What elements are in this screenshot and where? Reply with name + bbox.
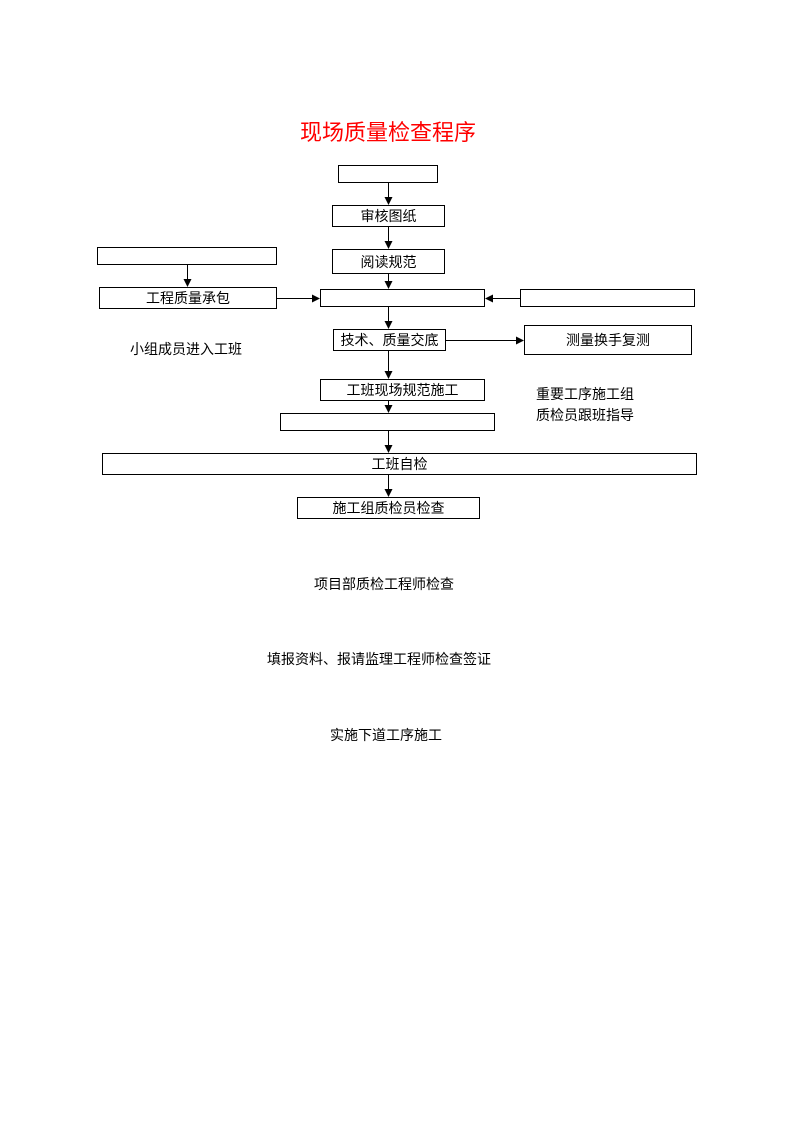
node-tech-quality-brief: 技术、质量交底 xyxy=(333,329,446,351)
arrow xyxy=(388,274,389,281)
arrow-head xyxy=(385,197,393,205)
arrow-head xyxy=(184,279,192,287)
node-empty-left-top xyxy=(97,247,277,265)
step-project-inspector: 项目部质检工程师检查 xyxy=(314,575,454,596)
node-empty-wide xyxy=(280,413,495,431)
arrow-head xyxy=(385,321,393,329)
page: 现场质量检查程序 审核图纸 阅读规范 工程质量承包 技术、质量交底 测量换手复测… xyxy=(0,0,800,1132)
node-empty-right xyxy=(520,289,695,307)
arrow-head xyxy=(385,405,393,413)
arrow-head xyxy=(385,281,393,289)
arrow-head xyxy=(385,445,393,453)
page-title: 现场质量检查程序 xyxy=(300,115,476,147)
step-submit-supervisor: 填报资料、报请监理工程师检查签证 xyxy=(267,650,491,671)
node-measure-recheck: 测量换手复测 xyxy=(524,325,692,355)
arrow xyxy=(446,340,516,341)
node-start xyxy=(338,165,438,183)
label-left: 小组成员进入工班 xyxy=(130,340,242,361)
label-right: 重要工序施工组 质检员跟班指导 xyxy=(536,385,634,427)
arrow xyxy=(388,431,389,445)
arrow-head xyxy=(312,295,320,303)
arrow-head xyxy=(385,489,393,497)
arrow xyxy=(388,183,389,197)
node-inspector-check: 施工组质检员检查 xyxy=(297,497,480,519)
node-quality-contract: 工程质量承包 xyxy=(99,287,277,309)
node-team-self-check: 工班自检 xyxy=(102,453,697,475)
node-review-drawings: 审核图纸 xyxy=(332,205,445,227)
label-right-line1: 重要工序施工组 xyxy=(536,388,634,403)
arrow xyxy=(388,227,389,241)
node-wide-tech xyxy=(320,289,485,307)
node-read-spec: 阅读规范 xyxy=(332,249,445,274)
arrow xyxy=(388,307,389,321)
arrow-head xyxy=(516,337,524,345)
arrow xyxy=(388,475,389,489)
node-site-construction: 工班现场规范施工 xyxy=(320,379,485,401)
label-right-line2: 质检员跟班指导 xyxy=(536,409,634,424)
arrow-head xyxy=(485,295,493,303)
arrow xyxy=(187,265,188,279)
arrow xyxy=(388,351,389,371)
arrow xyxy=(493,298,520,299)
arrow xyxy=(277,298,312,299)
step-next-process: 实施下道工序施工 xyxy=(330,726,442,747)
arrow-head xyxy=(385,371,393,379)
arrow-head xyxy=(385,241,393,249)
